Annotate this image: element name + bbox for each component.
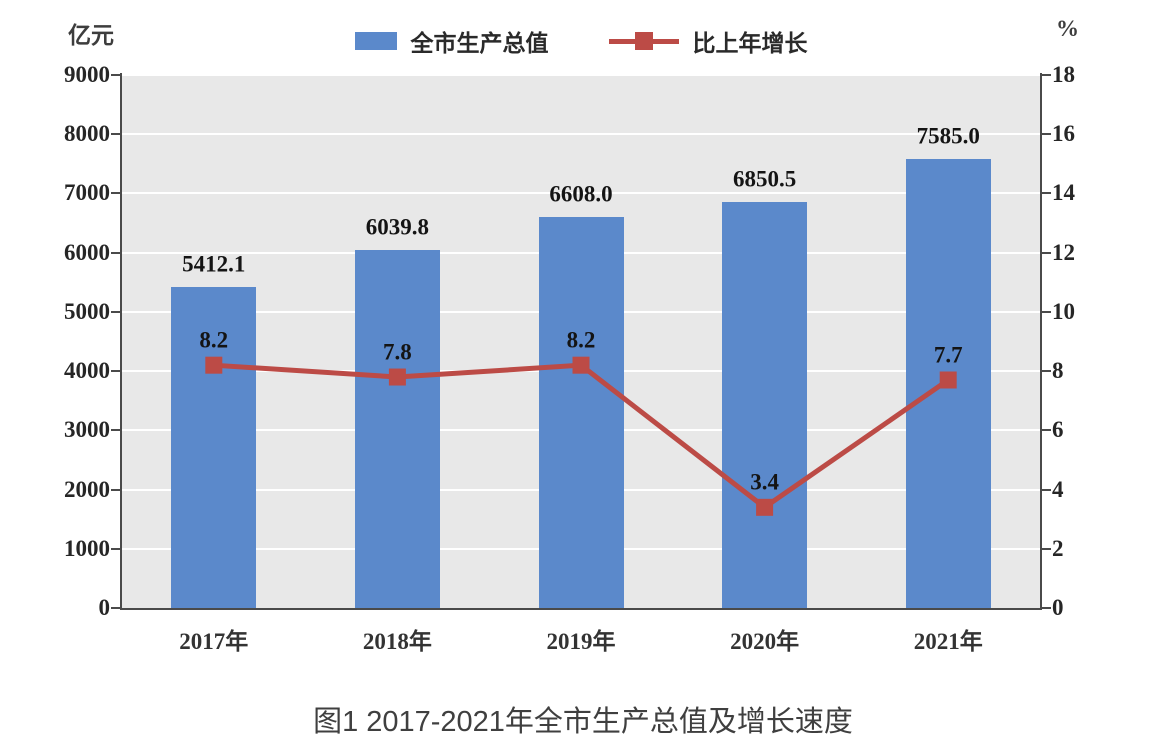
growth-line bbox=[213, 362, 950, 511]
plot-area: 5412.1 6039.8 6608.0 6850.5 7585.0 8.2 7.8 8.2 3… bbox=[122, 74, 1040, 608]
line-swatch-marker bbox=[634, 32, 653, 50]
line-point-marker bbox=[756, 498, 774, 516]
bar-value-label: 6850.5 bbox=[732, 167, 797, 192]
left-axis-tick bbox=[111, 429, 120, 432]
x-tick-label: 2020年 bbox=[730, 629, 800, 654]
legend: 全市生产总值 比上年增长 bbox=[122, 24, 1040, 58]
line-point-marker bbox=[388, 368, 406, 386]
left-axis-line bbox=[120, 73, 122, 610]
right-tick-label: 2 bbox=[1052, 535, 1064, 561]
left-axis-tick bbox=[111, 133, 120, 136]
bar bbox=[538, 216, 624, 608]
line-point-label: 3.4 bbox=[750, 470, 779, 496]
left-tick-label: 0 bbox=[98, 595, 111, 620]
bar-value-label: 5412.1 bbox=[182, 252, 246, 278]
left-axis-tick bbox=[111, 488, 120, 491]
bar-value-label: 6608.0 bbox=[549, 181, 613, 207]
right-tick-label: 0 bbox=[1052, 595, 1064, 620]
left-tick-label: 4000 bbox=[64, 358, 110, 384]
right-tick-label: 14 bbox=[1052, 180, 1075, 206]
line-point-label: 8.2 bbox=[199, 327, 229, 353]
right-tick-label: 8 bbox=[1052, 358, 1064, 384]
right-tick-label: 4 bbox=[1052, 476, 1064, 502]
left-tick-label: 8000 bbox=[64, 121, 110, 147]
right-axis-tick bbox=[1042, 370, 1051, 373]
bar-value-label: 7585.0 bbox=[916, 123, 980, 149]
gridline bbox=[122, 133, 1040, 136]
bar bbox=[722, 202, 808, 608]
left-axis-tick bbox=[111, 251, 120, 254]
x-tick-label: 2018年 bbox=[362, 629, 432, 654]
left-axis-tick bbox=[111, 74, 120, 76]
right-tick-label: 18 bbox=[1052, 62, 1075, 87]
gridline bbox=[122, 192, 1040, 195]
line-point-marker bbox=[205, 356, 223, 374]
line-point-label: 7.8 bbox=[383, 339, 412, 365]
right-tick-label: 10 bbox=[1052, 298, 1075, 324]
right-tick-label: 6 bbox=[1052, 417, 1064, 443]
legend-label-gdp: 全市生产总值 bbox=[410, 31, 549, 56]
line-point-marker bbox=[939, 371, 957, 389]
right-axis-tick bbox=[1042, 251, 1051, 254]
right-axis-tick bbox=[1042, 310, 1051, 313]
x-tick-label: 2021年 bbox=[913, 629, 983, 654]
right-axis-tick bbox=[1042, 133, 1051, 136]
right-tick-label: 12 bbox=[1052, 239, 1075, 265]
right-axis-tick bbox=[1042, 607, 1051, 609]
line-point-label: 8.2 bbox=[566, 327, 596, 353]
growth-line-layer bbox=[205, 356, 957, 516]
left-tick-label: 7000 bbox=[64, 180, 110, 206]
legend-item-gdp: 全市生产总值 bbox=[354, 24, 549, 58]
bar-series-swatch-icon bbox=[354, 32, 397, 50]
bar-value-label: 6039.8 bbox=[365, 215, 430, 240]
right-axis-tick bbox=[1042, 74, 1051, 76]
legend-label-growth: 比上年增长 bbox=[692, 31, 808, 56]
line-point-label: 7.7 bbox=[933, 342, 963, 368]
left-axis-unit-label: 亿元 bbox=[68, 23, 114, 48]
right-axis-unit-label: % bbox=[1056, 16, 1079, 41]
gridline bbox=[122, 74, 1040, 76]
right-axis-tick bbox=[1042, 547, 1051, 550]
left-axis-tick bbox=[111, 310, 120, 313]
right-axis-line bbox=[1040, 73, 1042, 610]
left-tick-label: 3000 bbox=[64, 417, 110, 443]
left-tick-label: 2000 bbox=[64, 476, 110, 502]
left-tick-label: 1000 bbox=[64, 535, 110, 561]
x-tick-label: 2019年 bbox=[546, 629, 616, 654]
left-tick-label: 6000 bbox=[64, 239, 110, 265]
left-axis-tick bbox=[111, 547, 120, 550]
right-axis-tick bbox=[1042, 429, 1051, 432]
left-tick-label: 5000 bbox=[64, 298, 110, 324]
right-tick-label: 16 bbox=[1052, 121, 1075, 147]
chart-caption: 图1 2017-2021年全市生产总值及增长速度 bbox=[313, 706, 853, 738]
bar bbox=[171, 287, 257, 608]
bar bbox=[354, 250, 440, 608]
left-axis-tick bbox=[111, 192, 120, 195]
bottom-axis-line bbox=[120, 608, 1042, 610]
line-series-swatch-icon bbox=[608, 32, 679, 50]
left-axis-tick bbox=[111, 607, 120, 609]
left-tick-label: 9000 bbox=[64, 62, 110, 87]
right-axis-tick bbox=[1042, 192, 1051, 195]
left-axis-tick bbox=[111, 370, 120, 373]
legend-item-growth: 比上年增长 bbox=[608, 24, 808, 58]
line-point-marker bbox=[572, 356, 590, 374]
right-axis-tick bbox=[1042, 488, 1051, 491]
x-tick-label: 2017年 bbox=[179, 629, 249, 654]
